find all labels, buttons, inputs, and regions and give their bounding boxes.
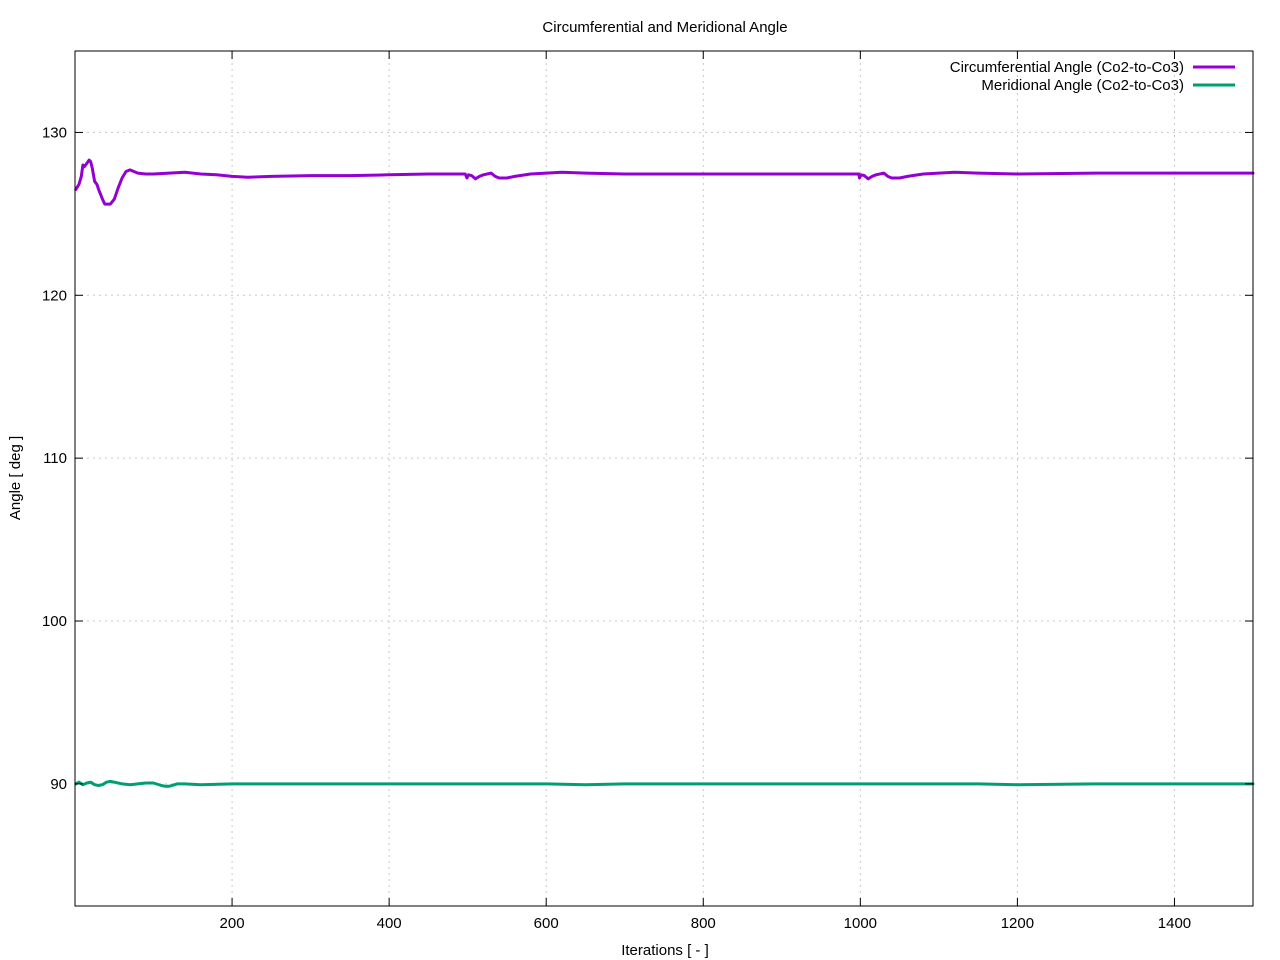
legend: Circumferential Angle (Co2-to-Co3)Meridi…: [950, 59, 1235, 94]
chart-title: Circumferential and Meridional Angle: [542, 19, 787, 36]
axis-ticks: 200 400 600 800 1000 1200 1400 90 100 110 120 130: [42, 51, 1253, 932]
x-tick-label: 1200: [1001, 915, 1034, 932]
y-tick-label: 120: [42, 287, 67, 304]
y-axis-label: Angle [ deg ]: [7, 436, 24, 520]
y-tick-label: 90: [50, 776, 67, 793]
x-tick-label: 1400: [1158, 915, 1191, 932]
x-tick-label: 1000: [844, 915, 877, 932]
x-tick-label: 400: [377, 915, 402, 932]
x-tick-label: 600: [534, 915, 559, 932]
y-tick-label: 110: [43, 450, 67, 467]
x-tick-label: 200: [220, 915, 245, 932]
plot-frame: [74, 50, 1254, 907]
series-line-2: [74, 779, 1255, 788]
x-tick-label: 800: [691, 915, 716, 932]
y-tick-label: 100: [42, 613, 67, 630]
series-line-1: [74, 158, 1255, 206]
legend-entry-label: Circumferential Angle (Co2-to-Co3): [950, 59, 1184, 76]
y-tick-label: 130: [42, 124, 67, 141]
series-layer: [74, 158, 1255, 788]
legend-entry-label: Meridional Angle (Co2-to-Co3): [981, 77, 1184, 94]
grid-lines: [75, 51, 1253, 906]
x-axis-label: Iterations [ - ]: [621, 942, 709, 959]
